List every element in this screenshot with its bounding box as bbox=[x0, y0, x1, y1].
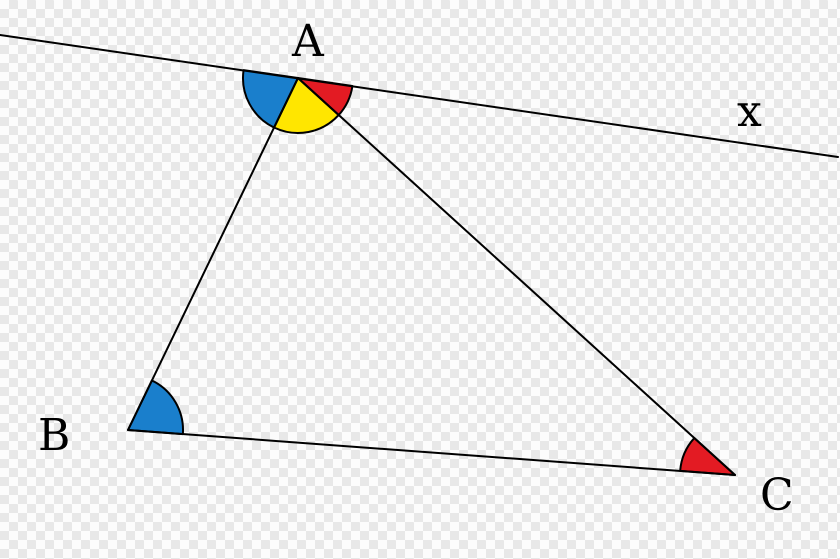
label-C: C bbox=[760, 470, 794, 521]
triangle-angle-sum-diagram: A B Cx bbox=[0, 0, 840, 559]
line-x bbox=[0, 35, 838, 157]
label-A: A bbox=[291, 16, 325, 67]
angle-at_C_red bbox=[680, 438, 735, 475]
edge-ab bbox=[128, 78, 298, 430]
angle-arcs-layer bbox=[128, 70, 735, 475]
labels-layer: A B Cx bbox=[38, 16, 794, 521]
label-x: x bbox=[737, 86, 762, 137]
edge-ac bbox=[298, 78, 735, 475]
label-B: B bbox=[38, 410, 70, 461]
lines-layer bbox=[0, 35, 838, 475]
edge-bc bbox=[128, 430, 735, 475]
angle-at_B_blue bbox=[128, 380, 183, 434]
